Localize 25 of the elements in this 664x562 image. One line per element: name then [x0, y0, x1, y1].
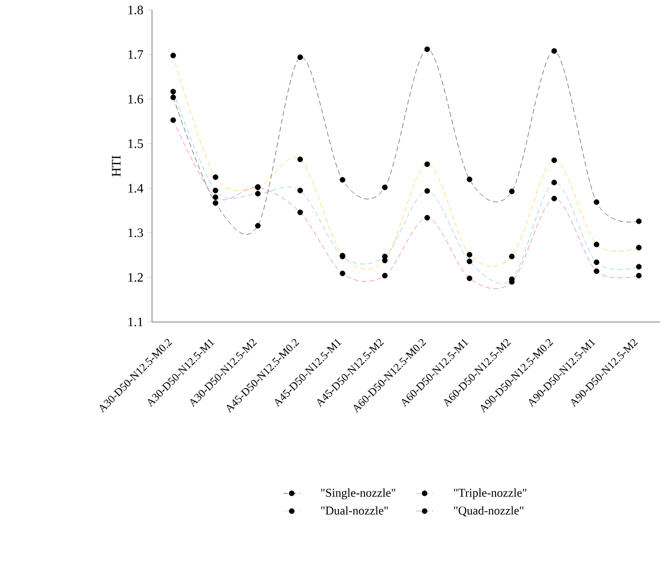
point [297, 54, 303, 60]
legend-label: "Dual-nozzle" [321, 506, 388, 515]
point [382, 184, 388, 190]
legend-label: "Single-nozzle" [321, 488, 396, 500]
point [466, 176, 472, 182]
y-tick-label: 1.2 [128, 273, 143, 282]
point [170, 94, 176, 100]
legend-label: "Quad-nozzle" [454, 506, 524, 516]
point [212, 200, 218, 206]
point [424, 46, 430, 52]
point [551, 48, 557, 54]
point [509, 188, 515, 194]
point [594, 199, 600, 205]
y-tick-label: 1.8 [128, 6, 143, 14]
y-tick-label: 1.5 [128, 139, 143, 148]
legend-label: "Triple-nozzle" [454, 488, 526, 500]
point [255, 222, 261, 229]
y-tick-label: 1.7 [128, 50, 144, 59]
y-tick-label: 1.3 [128, 228, 143, 238]
y-axis-title: HTI [112, 156, 120, 176]
y-tick-label: 1.1 [128, 318, 143, 326]
y-tick-label: 1.6 [128, 94, 144, 104]
point [340, 177, 346, 183]
point [636, 218, 642, 224]
y-tick-label: 1.4 [128, 184, 144, 193]
